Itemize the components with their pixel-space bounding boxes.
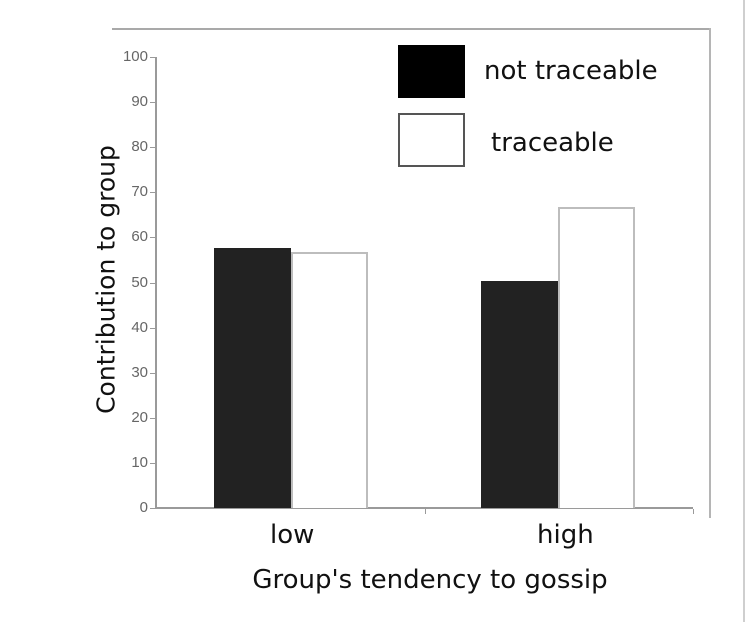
y-tick — [150, 283, 155, 284]
y-tick-label: 20 — [131, 409, 148, 426]
y-tick-label: 100 — [122, 48, 148, 65]
legend-swatch-traceable — [398, 113, 465, 167]
x-axis-title: Group's tendency to gossip — [252, 565, 608, 595]
y-tick-label: 70 — [131, 183, 148, 200]
y-tick — [150, 102, 155, 103]
y-tick-label: 50 — [131, 274, 148, 291]
legend-label-traceable: traceable — [491, 128, 614, 158]
y-tick-label: 80 — [131, 138, 148, 155]
y-tick — [150, 418, 155, 419]
y-tick-label: 10 — [131, 454, 148, 471]
y-tick — [150, 57, 155, 58]
y-tick — [150, 237, 155, 238]
y-axis — [155, 57, 157, 509]
y-tick — [150, 147, 155, 148]
x-tick — [693, 509, 694, 514]
y-tick-label: 0 — [139, 499, 148, 516]
bar-high-traceable — [558, 207, 635, 508]
y-tick — [150, 192, 155, 193]
bar-low-not-traceable — [214, 248, 291, 508]
legend-swatch-not-traceable — [398, 45, 465, 98]
y-tick-label: 40 — [131, 319, 148, 336]
y-tick-label: 90 — [131, 93, 148, 110]
x-tick — [425, 509, 426, 514]
x-axis — [155, 507, 693, 509]
x-category-high: high — [537, 520, 594, 550]
bar-high-not-traceable — [481, 281, 558, 508]
x-category-low: low — [270, 520, 315, 550]
y-tick — [150, 373, 155, 374]
y-tick — [150, 508, 155, 509]
y-tick-label: 60 — [131, 228, 148, 245]
y-tick — [150, 463, 155, 464]
legend-label-not-traceable: not traceable — [484, 56, 658, 86]
chart-frame-right — [709, 28, 711, 518]
y-tick — [150, 328, 155, 329]
y-tick-label: 30 — [131, 364, 148, 381]
chart-frame-top — [112, 28, 710, 30]
bar-low-traceable — [291, 252, 368, 508]
page-divider — [743, 0, 745, 622]
